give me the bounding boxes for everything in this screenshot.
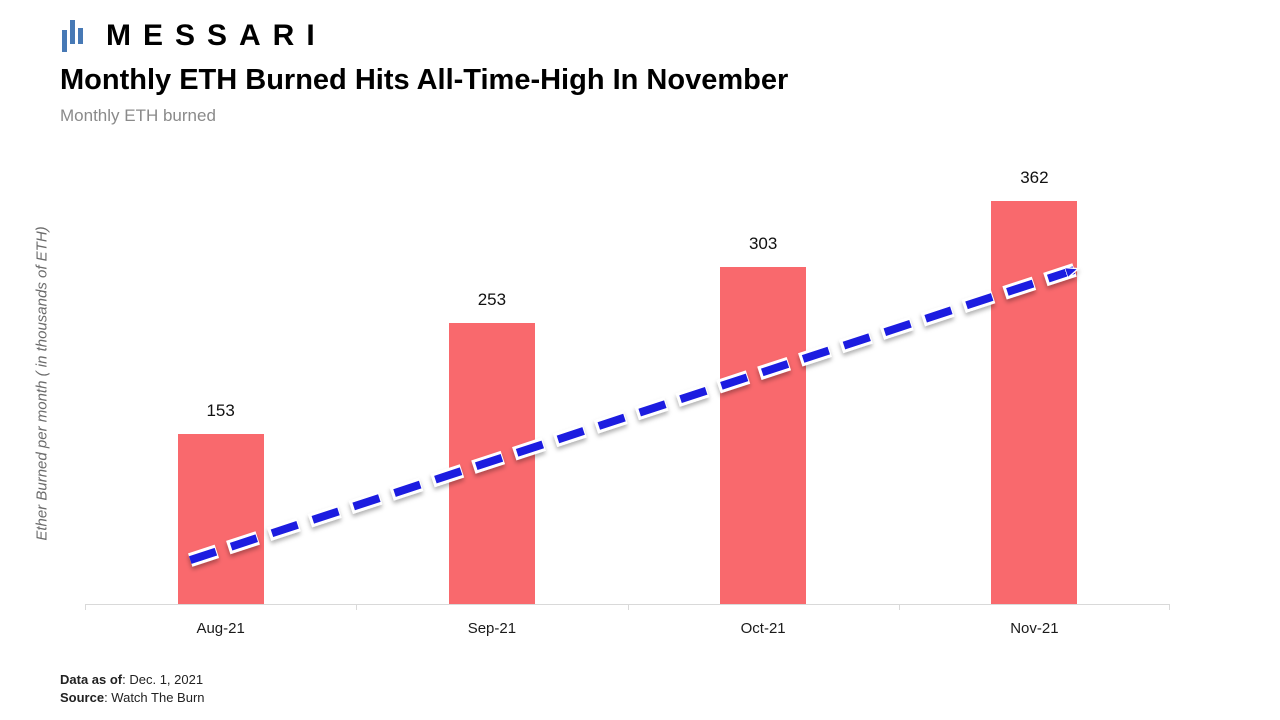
axis-tick bbox=[627, 605, 629, 610]
axis-tick bbox=[898, 605, 900, 610]
bar bbox=[448, 322, 535, 604]
x-axis-labels: Aug-21 Sep-21 Oct-21 Nov-21 bbox=[85, 620, 1170, 644]
data-as-of-label: Data as of bbox=[60, 672, 123, 687]
messari-logo-icon bbox=[62, 20, 83, 52]
axis-tick bbox=[356, 605, 358, 610]
page-title: Monthly ETH Burned Hits All-Time-High In… bbox=[60, 64, 789, 96]
y-axis-label: Ether Burned per month ( in thousands of… bbox=[33, 226, 51, 541]
page-subtitle: Monthly ETH burned bbox=[60, 106, 216, 125]
source-line: Source: Watch The Burn bbox=[60, 689, 205, 707]
data-as-of-line: Data as of: Dec. 1, 2021 bbox=[60, 671, 205, 689]
source-label: Source bbox=[60, 690, 105, 705]
x-tick-label: Sep-21 bbox=[467, 620, 517, 637]
bar bbox=[991, 201, 1078, 604]
brand-logo: MESSARI bbox=[60, 18, 327, 54]
bar bbox=[177, 433, 264, 604]
data-as-of-value: : Dec. 1, 2021 bbox=[122, 672, 204, 687]
source-value: : Watch The Burn bbox=[104, 690, 205, 705]
axis-tick bbox=[85, 605, 86, 610]
x-tick-label: Oct-21 bbox=[740, 620, 786, 637]
brand-logo-text: MESSARI bbox=[106, 19, 327, 52]
bar-value-label: 153 bbox=[206, 400, 235, 420]
axis-tick bbox=[1169, 605, 1170, 610]
bar-chart-plot-area: 153 253 303 362 bbox=[85, 160, 1170, 610]
footer: Data as of: Dec. 1, 2021 Source: Watch T… bbox=[60, 671, 205, 707]
bar-value-label: 362 bbox=[1020, 168, 1049, 188]
bar bbox=[720, 266, 807, 604]
x-tick-label: Aug-21 bbox=[196, 620, 245, 637]
bar-value-label: 253 bbox=[477, 289, 507, 309]
x-tick-label: Nov-21 bbox=[1010, 620, 1059, 637]
bar-value-label: 303 bbox=[748, 233, 778, 253]
